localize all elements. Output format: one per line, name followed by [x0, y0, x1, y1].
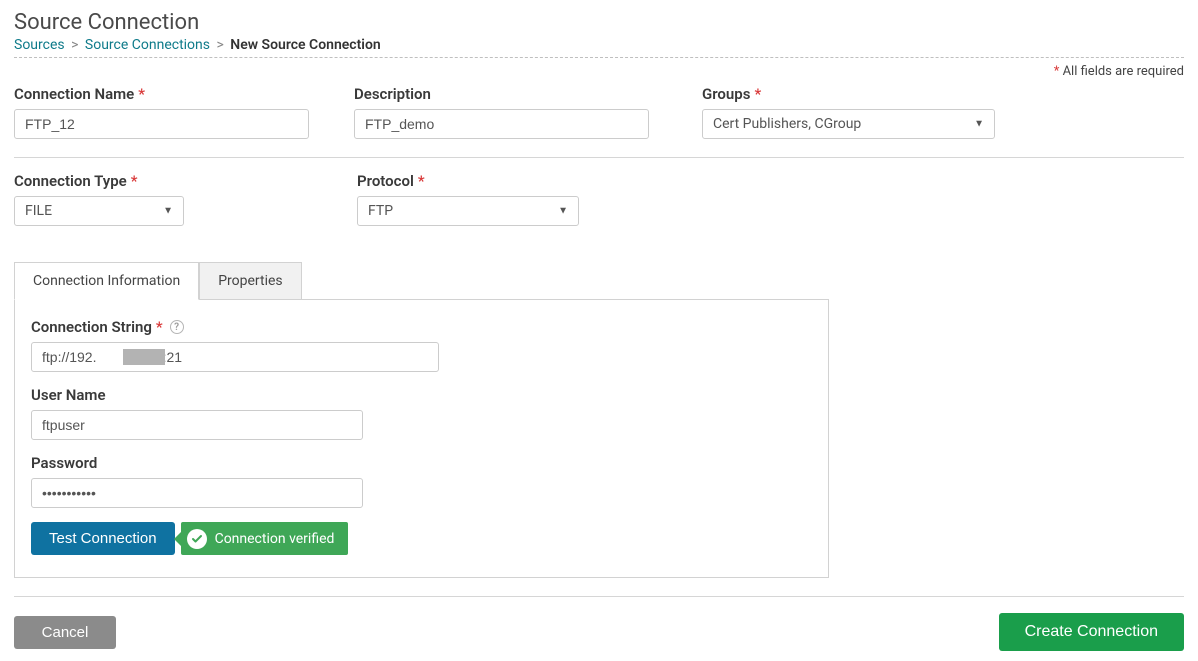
- breadcrumb-current: New Source Connection: [230, 37, 380, 53]
- connection-type-select[interactable]: FILE ▼: [14, 196, 184, 226]
- select-value: Cert Publishers, CGroup: [713, 116, 861, 132]
- password-input[interactable]: [31, 478, 363, 508]
- chevron-down-icon: ▼: [974, 119, 984, 130]
- divider: [14, 57, 1184, 58]
- check-icon: [187, 529, 207, 549]
- help-icon[interactable]: ?: [170, 320, 184, 334]
- divider: [14, 596, 1184, 597]
- required-note: * All fields are required: [14, 64, 1184, 79]
- tab-properties[interactable]: Properties: [199, 262, 301, 300]
- breadcrumb-sep: >: [216, 37, 223, 53]
- description-label: Description: [354, 85, 649, 103]
- connection-name-input[interactable]: [14, 109, 309, 139]
- label-text: Description: [354, 85, 431, 103]
- redacted-block: [123, 349, 165, 365]
- label-text: Groups: [702, 85, 750, 103]
- username-label: User Name: [31, 386, 812, 404]
- breadcrumb-sources[interactable]: Sources: [14, 37, 65, 53]
- breadcrumb-source-connections[interactable]: Source Connections: [85, 37, 210, 53]
- test-connection-row: Test Connection Connection verified: [31, 522, 812, 555]
- connection-string-label: Connection String * ?: [31, 318, 812, 336]
- test-connection-button[interactable]: Test Connection: [31, 522, 175, 555]
- fields-row-2: Connection Type * FILE ▼ Protocol * FTP …: [14, 172, 1184, 226]
- label-text: Protocol: [357, 172, 414, 190]
- protocol-select[interactable]: FTP ▼: [357, 196, 579, 226]
- breadcrumb-sep: >: [71, 37, 78, 53]
- tabs: Connection Information Properties: [14, 262, 1184, 300]
- label-text: Connection Name: [14, 85, 134, 103]
- chevron-down-icon: ▼: [163, 206, 173, 217]
- username-input[interactable]: [31, 410, 363, 440]
- connection-type-label: Connection Type *: [14, 172, 184, 190]
- chevron-down-icon: ▼: [558, 206, 568, 217]
- groups-select[interactable]: Cert Publishers, CGroup ▼: [702, 109, 995, 139]
- footer-actions: Cancel Create Connection: [14, 613, 1184, 651]
- protocol-label: Protocol *: [357, 172, 579, 190]
- page-title: Source Connection: [14, 10, 1184, 35]
- label-text: Connection Type: [14, 172, 127, 190]
- label-text: Password: [31, 454, 97, 472]
- fields-row-1: Connection Name * Description Groups * C…: [14, 85, 1184, 139]
- password-label: Password: [31, 454, 812, 472]
- create-connection-button[interactable]: Create Connection: [999, 613, 1184, 651]
- required-note-text: All fields are required: [1063, 64, 1184, 79]
- select-value: FILE: [25, 203, 52, 219]
- connection-verified-status: Connection verified: [181, 522, 349, 555]
- description-input[interactable]: [354, 109, 649, 139]
- tab-panel-connection-information: Connection String * ? User Name Password…: [14, 299, 829, 578]
- label-text: Connection String: [31, 318, 152, 336]
- divider: [14, 157, 1184, 158]
- connection-name-label: Connection Name *: [14, 85, 309, 103]
- cancel-button[interactable]: Cancel: [14, 616, 116, 649]
- connection-string-input[interactable]: [31, 342, 439, 372]
- breadcrumb: Sources > Source Connections > New Sourc…: [14, 37, 1184, 53]
- groups-label: Groups *: [702, 85, 995, 103]
- label-text: User Name: [31, 386, 106, 404]
- status-text: Connection verified: [215, 531, 335, 547]
- select-value: FTP: [368, 203, 393, 219]
- tab-connection-information[interactable]: Connection Information: [14, 262, 199, 300]
